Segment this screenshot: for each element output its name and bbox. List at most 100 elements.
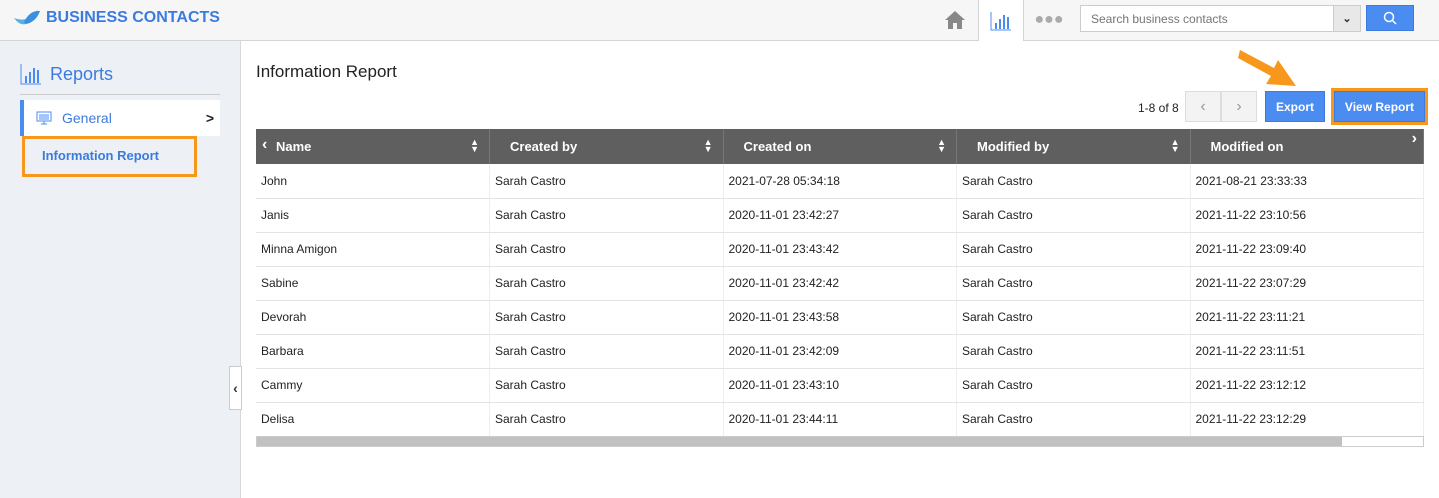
scrollbar-thumb[interactable] [257,437,1342,446]
search-dropdown-button[interactable]: ⌄ [1333,6,1360,31]
pointer-arrow-icon [1238,50,1296,86]
table-cell: 2020-11-01 23:43:10 [723,368,957,403]
reports-button[interactable] [978,0,1024,41]
chevron-left-icon: ‹ [1200,97,1206,115]
more-icon: ●●● [1034,11,1064,28]
top-bar: BUSINESS CONTACTS ●●● ⌄ [0,0,1439,41]
table-cell: 2020-11-01 23:42:09 [723,334,957,369]
table-cell: Sarah Castro [956,232,1191,267]
table-cell: 2020-11-01 23:43:42 [723,232,957,267]
column-label: Modified on [1210,139,1284,154]
table-cell: Sarah Castro [489,368,724,403]
table-row[interactable]: Delisa Sarah Castro 2020-11-01 23:44:11 Sar… [256,402,1424,437]
table-cell: Sarah Castro [489,266,724,301]
home-button[interactable] [932,0,978,40]
prev-page-button[interactable]: ‹ [1185,91,1221,122]
table-cell: Sarah Castro [956,402,1191,437]
table-cell: Sarah Castro [956,334,1191,369]
collapse-sidebar-button[interactable]: ‹ [229,366,242,410]
view-report-button[interactable]: View Report [1331,88,1428,125]
table-cell: 2020-11-01 23:44:11 [723,402,957,437]
bar-chart-icon [990,11,1011,30]
column-label: Created on [743,139,812,154]
column-header[interactable]: Modified by ▲ ▼ [956,129,1191,164]
leaf-logo-icon [14,10,40,25]
sidebar-item-general[interactable]: General > [20,100,220,136]
table-cell: Sarah Castro [489,402,724,437]
table-cell: 2021-11-22 23:07:29 [1190,266,1424,301]
table-cell: 2021-11-22 23:12:29 [1190,402,1424,437]
table-cell: Cammy [256,368,490,403]
sidebar-title: Reports [20,63,113,85]
table-cell: Delisa [256,402,490,437]
table-cell: 2021-11-22 23:11:51 [1190,334,1424,369]
table-row[interactable]: Devorah Sarah Castro 2020-11-01 23:43:58 Sa… [256,300,1424,335]
sort-icon[interactable]: ▲ ▼ [937,137,946,154]
page-title: Information Report [256,62,397,81]
table-cell: Sarah Castro [956,198,1191,233]
export-button[interactable]: Export [1265,91,1325,122]
chevron-right-icon: › [1236,97,1242,115]
table-cell: 2021-11-22 23:11:21 [1190,300,1424,335]
sort-icon[interactable]: ▲ ▼ [470,137,479,154]
app-logo[interactable]: BUSINESS CONTACTS [14,9,220,27]
chevron-left-icon: ‹ [233,380,238,396]
table-cell: Sabine [256,266,490,301]
sort-icon[interactable]: ▲ ▼ [703,137,713,154]
table-cell: 2021-11-22 23:12:12 [1190,368,1424,403]
table-cell: 2021-08-21 23:33:33 [1190,164,1424,199]
table-cell: 2020-11-01 23:42:42 [723,266,957,301]
table-cell: Barbara [256,334,490,369]
pagination-count: 1-8 of 8 [1138,101,1179,115]
table-cell: 2021-11-22 23:10:56 [1190,198,1424,233]
monitor-icon [36,111,52,125]
table-row[interactable]: Cammy Sarah Castro 2020-11-01 23:43:10 Sara… [256,368,1424,403]
table-cell: Sarah Castro [956,266,1191,301]
next-page-button[interactable]: › [1221,91,1257,122]
search-box: ⌄ [1080,5,1361,32]
table-cell: Devorah [256,300,490,335]
sidebar-item-information-report[interactable]: Information Report [22,136,197,177]
sort-icon[interactable]: ▲ ▼ [1170,137,1180,154]
column-header[interactable]: ‹ Name ▲ ▼ [256,129,490,164]
bar-chart-icon [20,64,41,85]
table-row[interactable]: Minna Amigon Sarah Castro 2020-11-01 23:43… [256,232,1424,267]
table-cell: Minna Amigon [256,232,490,267]
table-cell: Sarah Castro [489,232,724,267]
search-input[interactable] [1081,6,1331,31]
table-row[interactable]: Barbara Sarah Castro 2020-11-01 23:42:09 Sa… [256,334,1424,369]
table-cell: 2020-11-01 23:42:27 [723,198,957,233]
table-row[interactable]: John Sarah Castro 2021-07-28 05:34:18 Sarah… [256,164,1424,199]
chevron-down-icon: ⌄ [1342,13,1352,25]
column-header[interactable]: Created on ▲ ▼ [723,129,957,164]
scroll-right-icon[interactable]: › [1411,130,1417,147]
column-label: Name [276,139,312,154]
table-cell: Sarah Castro [489,334,724,369]
table-cell: 2021-11-22 23:09:40 [1190,232,1424,267]
app-title: BUSINESS CONTACTS [46,9,220,26]
table-cell: Sarah Castro [489,300,724,335]
horizontal-scrollbar[interactable] [256,436,1424,447]
sidebar: Reports General > Information Report [0,41,241,498]
table-cell: Janis [256,198,490,233]
table-row[interactable]: Sabine Sarah Castro 2020-11-01 23:42:42 Sar… [256,266,1424,301]
table-cell: Sarah Castro [956,300,1191,335]
search-button[interactable] [1366,5,1414,31]
table-cell: 2020-11-01 23:43:58 [723,300,957,335]
sidebar-title-text: Reports [50,63,114,84]
table-row[interactable]: Janis Sarah Castro 2020-11-01 23:42:27 Sara… [256,198,1424,233]
chevron-right-icon: > [205,110,214,126]
table-cell: Sarah Castro [489,198,724,233]
more-button[interactable]: ●●● [1026,0,1072,40]
column-label: Created by [510,139,578,154]
table-cell: Sarah Castro [956,368,1191,403]
column-header[interactable]: Modified on › [1190,129,1424,164]
table-cell: John [256,164,490,199]
report-table: ‹ Name ▲ ▼ Created by ▲ ▼ Created on ▲ ▼ Modified… [256,129,1424,437]
divider [20,94,220,95]
table-cell: Sarah Castro [956,164,1191,199]
column-header[interactable]: Created by ▲ ▼ [489,129,724,164]
column-label: Modified by [977,139,1050,154]
scroll-left-icon[interactable]: ‹ [262,136,268,153]
home-icon [945,11,965,29]
